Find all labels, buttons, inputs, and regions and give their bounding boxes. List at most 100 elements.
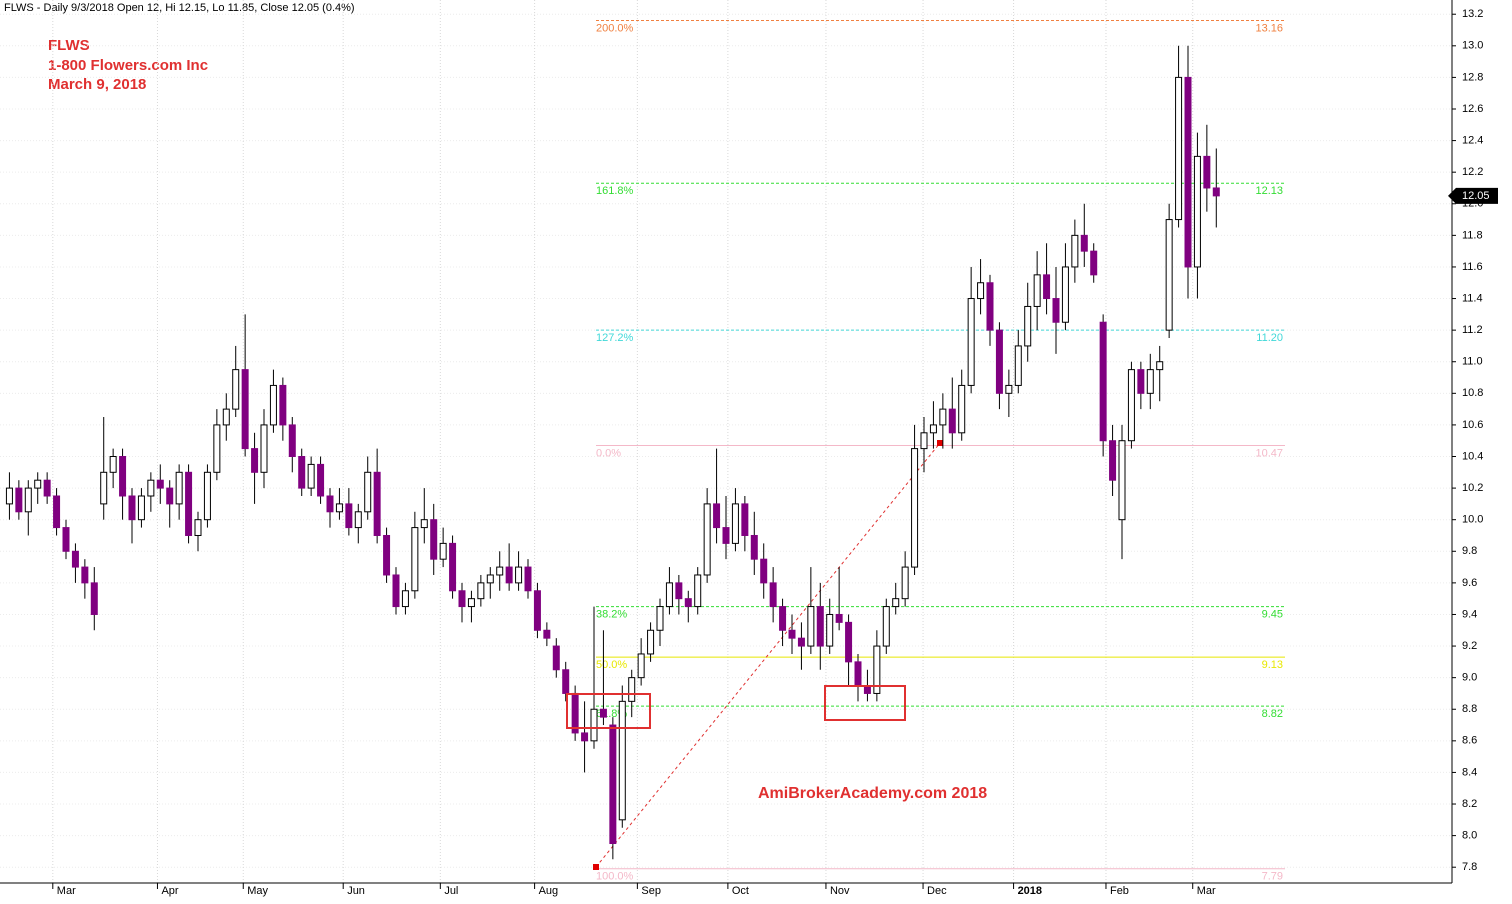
candle-body <box>581 732 589 742</box>
highlight-box <box>824 685 906 721</box>
y-tick-label: 12.8 <box>1462 71 1483 83</box>
candle-body <box>401 590 409 608</box>
company: 1-800 Flowers.com Inc <box>48 57 208 74</box>
candle-body <box>694 574 702 608</box>
level-value: 7.79 <box>1262 871 1283 883</box>
y-tick-label: 13.0 <box>1462 40 1483 52</box>
candle-body <box>562 669 570 694</box>
candle-body <box>533 590 541 631</box>
candle-body <box>845 621 853 663</box>
candle-body <box>269 384 277 426</box>
y-tick-label: 12.6 <box>1462 103 1483 115</box>
y-tick-label: 8.2 <box>1462 798 1477 810</box>
candle-body <box>364 471 372 513</box>
watermark: AmiBrokerAcademy.com 2018 <box>758 785 987 802</box>
y-tick-label: 12.2 <box>1462 166 1483 178</box>
candle-body <box>515 566 523 584</box>
candle-body <box>345 503 353 529</box>
candle-body <box>43 479 51 497</box>
candle-body <box>100 471 108 505</box>
candle-body <box>119 456 127 497</box>
candle-body <box>788 629 796 639</box>
candle-body <box>24 487 32 513</box>
candle-body <box>779 606 787 631</box>
y-tick-label: 9.8 <box>1462 545 1477 557</box>
candle-body <box>1137 369 1145 394</box>
candle-body <box>1005 384 1013 394</box>
last-price-label: 12.05 <box>1462 190 1490 202</box>
y-tick-label: 10.6 <box>1462 419 1483 431</box>
candle-body <box>354 511 362 529</box>
candle-body <box>260 424 268 473</box>
candle-body <box>731 503 739 544</box>
candle-body <box>1014 345 1022 386</box>
level-value: 8.82 <box>1262 708 1283 720</box>
annotation-shapes <box>593 440 943 870</box>
x-tick-label: Jul <box>444 885 458 897</box>
candle-body <box>524 566 532 592</box>
level-value: 13.16 <box>1255 22 1283 34</box>
trend-line <box>595 442 941 868</box>
candle-body <box>703 503 711 576</box>
x-tick-label: 2018 <box>1018 885 1042 897</box>
date: March 9, 2018 <box>48 76 146 93</box>
candle-body <box>609 724 617 845</box>
candle-body <box>1203 155 1211 189</box>
candle-body <box>543 629 551 639</box>
candle-body <box>835 613 843 623</box>
candles <box>5 45 1220 860</box>
candle-body <box>1165 219 1173 331</box>
x-tick-label: Jun <box>347 885 365 897</box>
candle-body <box>467 598 475 608</box>
candle-body <box>1033 274 1041 307</box>
y-tick-label: 7.8 <box>1462 861 1477 873</box>
candle-body <box>496 566 504 576</box>
level-value: 9.45 <box>1262 608 1283 620</box>
candle-body <box>750 534 758 560</box>
highlight-boxes <box>566 685 906 729</box>
candle-body <box>911 448 919 568</box>
candle-body <box>628 677 636 702</box>
level-label: 38.2% <box>596 608 627 620</box>
y-tick-label: 9.6 <box>1462 577 1477 589</box>
candle-body <box>995 329 1003 394</box>
last-price-tag <box>1448 187 1498 204</box>
y-tick-label: 11.8 <box>1462 229 1483 241</box>
candle-body <box>892 598 900 608</box>
x-tick-label: Mar <box>1197 885 1216 897</box>
candle-body <box>1127 369 1135 442</box>
y-tick-label: 8.8 <box>1462 703 1477 715</box>
candle-body <box>901 566 909 600</box>
candle-body <box>411 527 419 592</box>
candle-body <box>147 479 155 497</box>
candle-body <box>5 487 13 505</box>
candle-body <box>335 503 343 513</box>
candle-body <box>618 700 626 821</box>
candle-body <box>156 479 164 489</box>
candle-body <box>1043 274 1051 300</box>
candle-body <box>128 495 136 521</box>
highlight-box <box>566 693 651 729</box>
candle-body <box>288 424 296 458</box>
candle-body <box>62 527 70 552</box>
x-tick-label: Sep <box>641 885 661 897</box>
candle-body <box>854 661 862 687</box>
candle-body <box>882 606 890 647</box>
level-value: 9.13 <box>1262 659 1283 671</box>
candle-body <box>232 369 240 410</box>
candle-body <box>1052 298 1060 323</box>
candle-body <box>920 432 928 450</box>
trend-dot <box>593 864 599 870</box>
candle-body <box>873 645 881 694</box>
candle-body <box>175 471 183 505</box>
candle-body <box>71 550 79 568</box>
candle-body <box>213 424 221 473</box>
level-label: 127.2% <box>596 332 634 344</box>
candle-body <box>1061 266 1069 323</box>
candle-body <box>599 708 607 718</box>
x-tick-label: Aug <box>539 885 559 897</box>
candle-body <box>760 558 768 584</box>
